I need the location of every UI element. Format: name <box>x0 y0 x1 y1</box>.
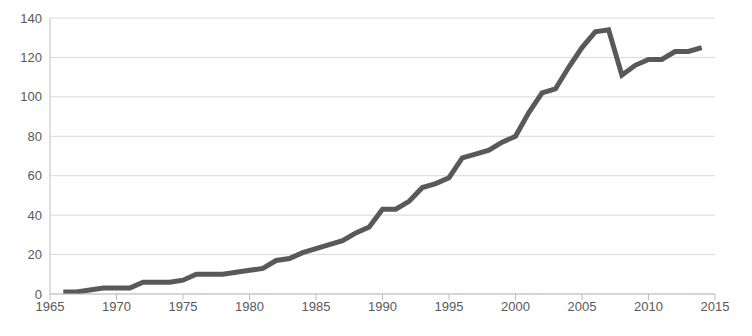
svg-text:1990: 1990 <box>368 299 397 314</box>
svg-text:100: 100 <box>20 89 42 104</box>
svg-text:1965: 1965 <box>35 299 65 315</box>
svg-text:2005: 2005 <box>568 299 597 314</box>
svg-text:1995: 1995 <box>435 299 464 314</box>
svg-text:1975: 1975 <box>169 299 198 314</box>
svg-text:2015: 2015 <box>701 299 730 314</box>
svg-text:0: 0 <box>35 287 42 302</box>
svg-text:120: 120 <box>20 50 42 65</box>
svg-text:1985: 1985 <box>302 299 331 314</box>
svg-text:60: 60 <box>28 168 42 183</box>
svg-text:1980: 1980 <box>235 299 264 314</box>
svg-text:40: 40 <box>28 208 42 223</box>
svg-text:2000: 2000 <box>501 299 530 314</box>
svg-text:1970: 1970 <box>102 299 131 314</box>
svg-text:80: 80 <box>28 129 42 144</box>
svg-text:2010: 2010 <box>634 299 663 314</box>
svg-text:140: 140 <box>20 11 42 26</box>
svg-text:20: 20 <box>28 247 42 262</box>
